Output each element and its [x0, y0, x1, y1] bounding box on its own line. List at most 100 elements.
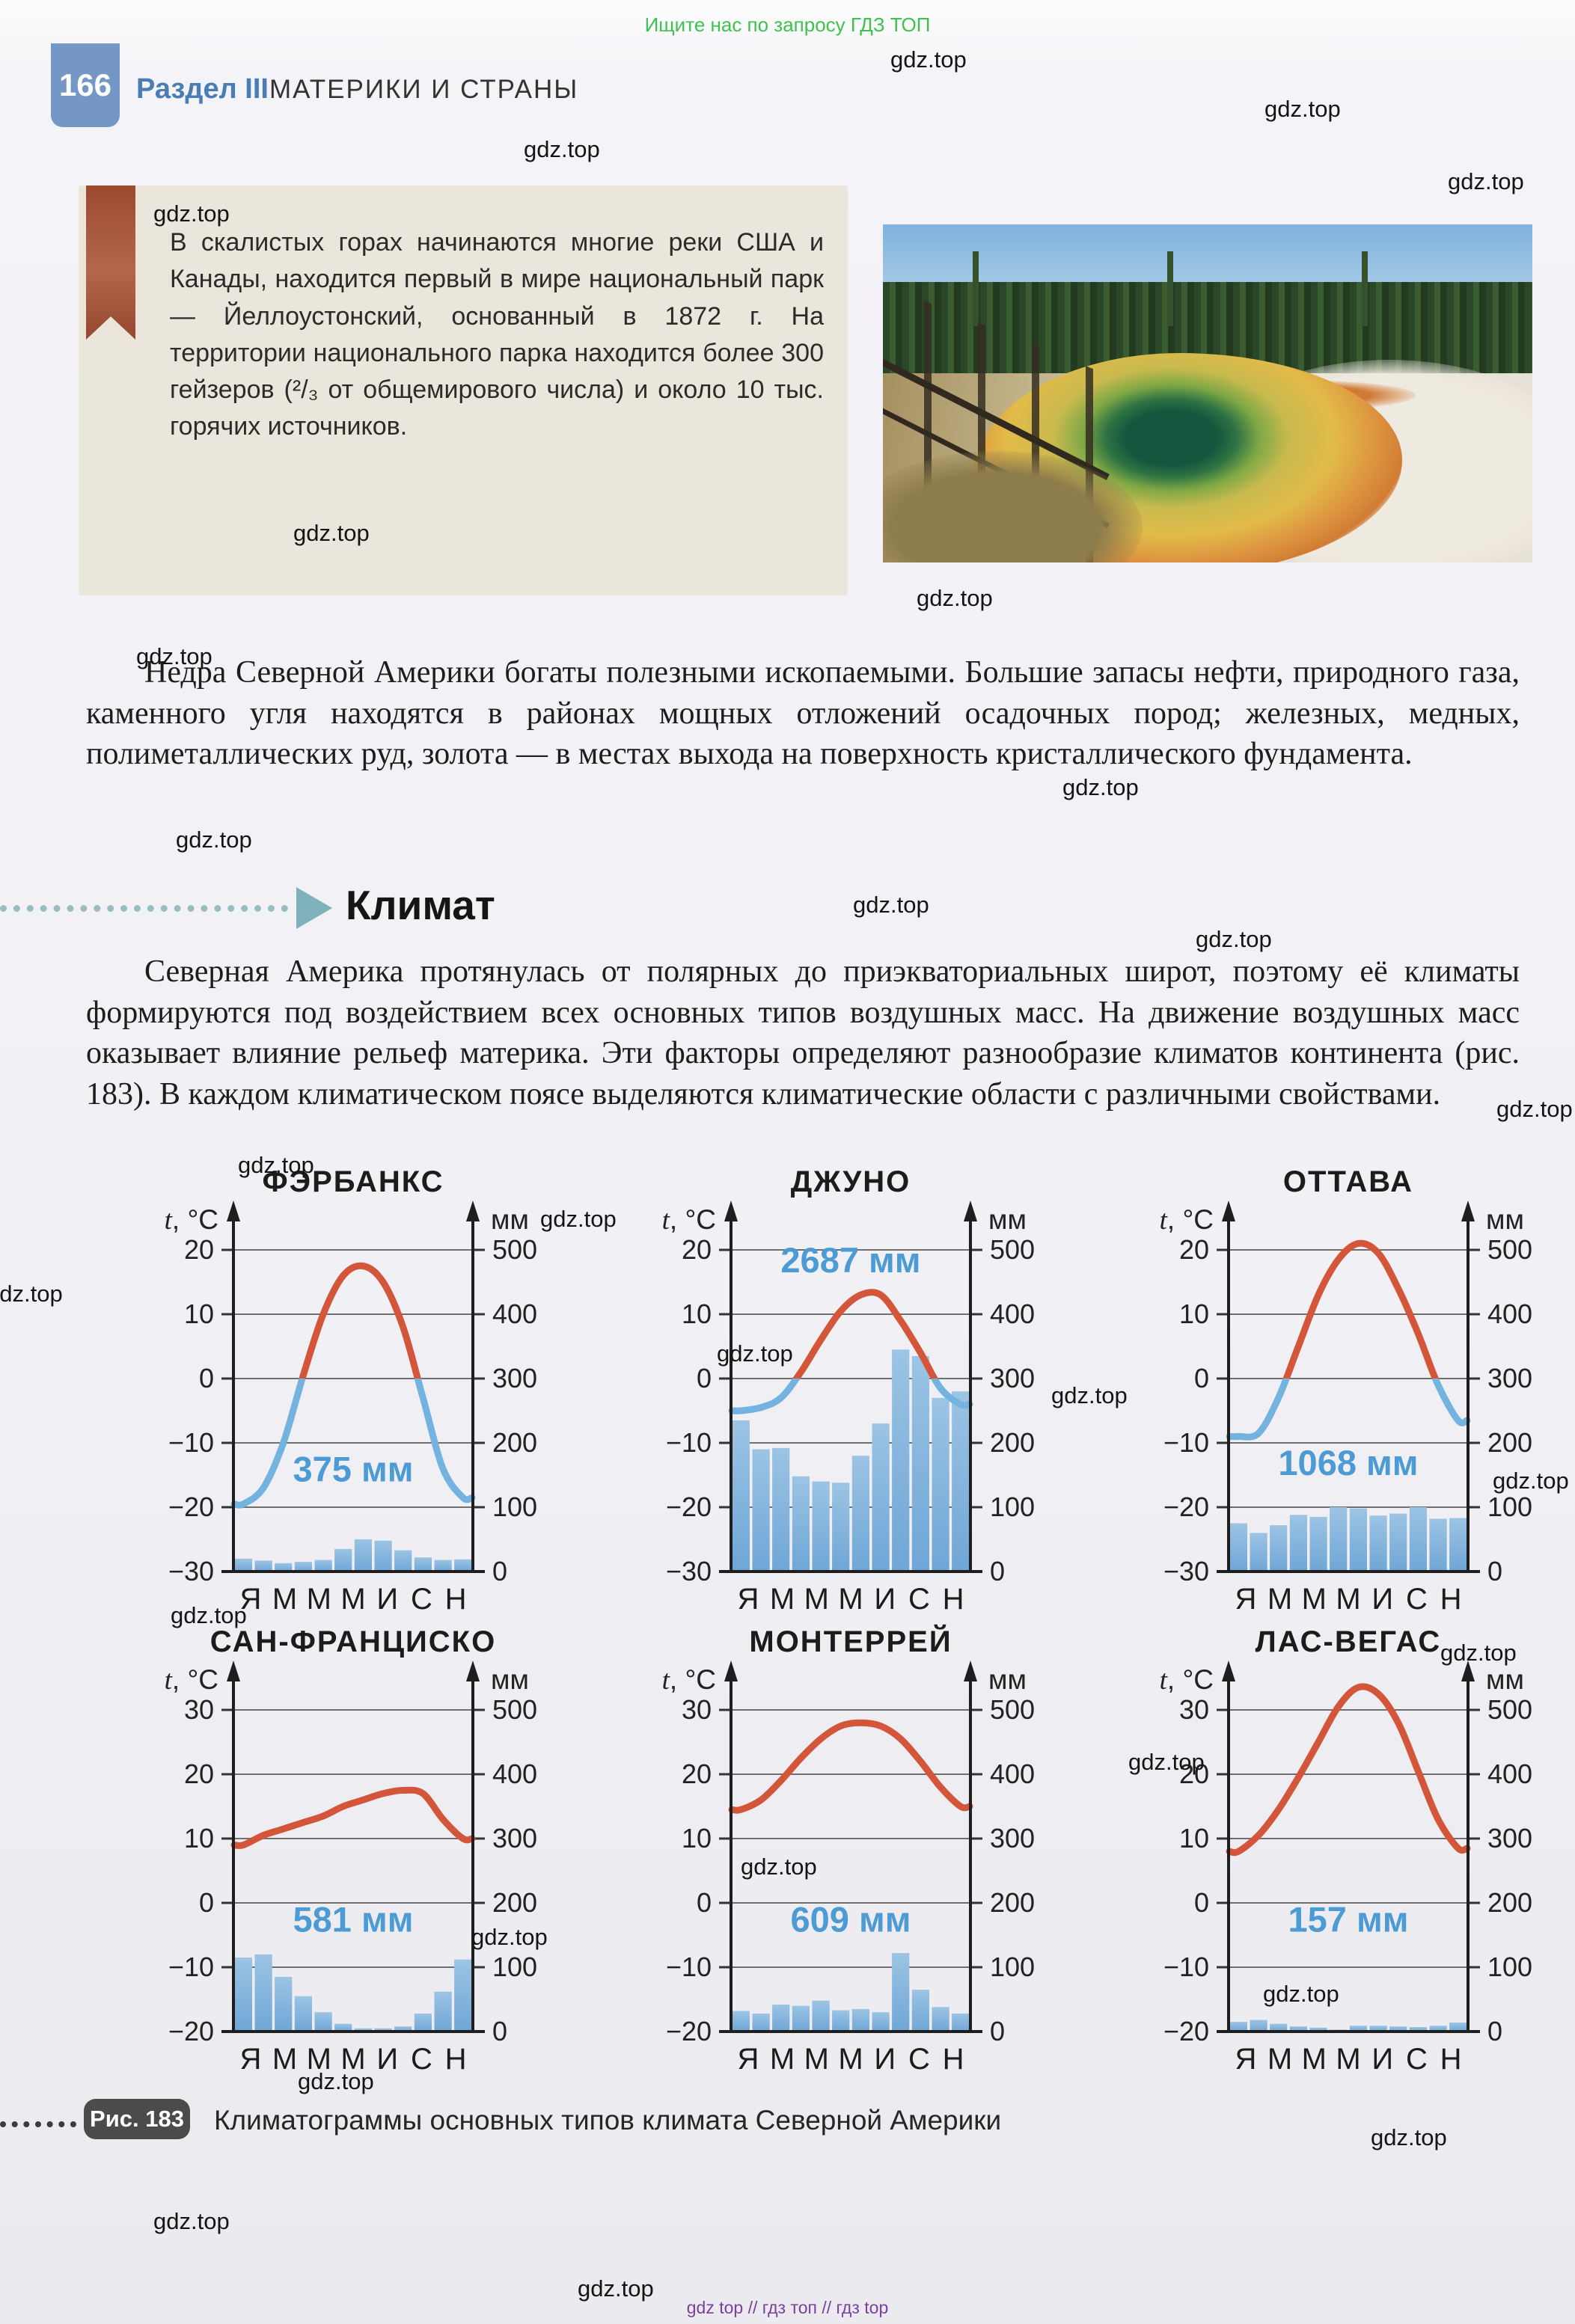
precip-bar [872, 1423, 890, 1572]
watermark: gdz.top [176, 827, 252, 853]
month-label: М [1267, 2043, 1292, 2076]
precip-bar [434, 1560, 452, 1572]
month-label: С [1406, 2043, 1428, 2076]
month-label: Я [737, 2043, 759, 2076]
right-axis-tick: 400 [492, 1759, 537, 1789]
precip-bar [812, 2000, 830, 2032]
total-precip-label: 609 мм [790, 1900, 911, 1940]
temp-curve-below-zero [230, 1379, 476, 1509]
month-label: Н [943, 1583, 964, 1616]
month-label: М [1336, 1583, 1360, 1616]
precip-bar [314, 2012, 332, 2032]
left-axis-tick: 20 [1179, 1759, 1209, 1789]
watermark: gdz.top [1051, 1382, 1128, 1408]
precip-bar [772, 2004, 790, 2032]
dotted-leader-line [0, 905, 288, 912]
left-axis-tick: −10 [168, 1427, 214, 1458]
left-axis-tick: 10 [682, 1299, 712, 1329]
climatogram-svg: САН-ФРАНЦИСКО 30 500 20 400 10 300 0 200 −10 100 −2… [165, 1625, 537, 2076]
watermark: gdz.top [524, 136, 600, 162]
right-axis-tick: 400 [990, 1759, 1035, 1789]
watermark: gdz.top [153, 2208, 230, 2234]
precip-bar [234, 1558, 252, 1572]
climatogram: ФЭРБАНКС 20 500 10 400 0 300 −10 200 −20 100 −30 0 t,… [142, 1162, 542, 1640]
month-label: Я [737, 1583, 759, 1616]
month-label: М [272, 2043, 297, 2076]
precip-bar [1369, 1515, 1387, 1572]
precip-bar [952, 2013, 970, 2032]
left-axis-tick: −30 [666, 1556, 712, 1586]
watermark: gdz.top [540, 1206, 617, 1232]
precip-bar [1330, 1507, 1348, 1572]
right-axis-label: мм [988, 1664, 1027, 1695]
total-precip-label: 581 мм [293, 1900, 413, 1940]
watermark: gdz.top [1371, 2124, 1447, 2150]
climatogram-svg: ФЭРБАНКС 20 500 10 400 0 300 −10 200 −20 100 −30 0 t,… [165, 1165, 537, 1616]
precip-bar [275, 1563, 293, 1572]
left-axis-label: t, °C [662, 1664, 716, 1696]
right-axis-label: мм [988, 1204, 1027, 1235]
right-axis-tick: 100 [990, 1491, 1035, 1522]
climatogram: САН-ФРАНЦИСКО 30 500 20 400 10 300 0 200 −10 100 −2… [142, 1622, 542, 2100]
watermark: gdz.top [298, 2068, 374, 2094]
month-label: Н [1440, 2043, 1462, 2076]
right-axis-tick: 500 [990, 1694, 1035, 1725]
precip-bar [1309, 1516, 1327, 1572]
left-axis-tick: 30 [1179, 1694, 1209, 1725]
right-axis-tick: 400 [1487, 1759, 1532, 1789]
precip-bar [314, 1560, 332, 1572]
watermark: gdz.top [238, 1152, 314, 1178]
precip-bar [334, 1548, 352, 1572]
right-axis-tick: 300 [492, 1363, 537, 1394]
month-label: Я [1235, 1583, 1256, 1616]
month-label: С [908, 1583, 930, 1616]
month-label: М [272, 1583, 297, 1616]
page-number-badge: 166 [51, 43, 120, 127]
left-axis-tick: −10 [168, 1952, 214, 1982]
climatogram: МОНТЕРРЕЙ 30 500 20 400 10 300 0 200 −10 100 −20 0 t,… [640, 1622, 1039, 2100]
right-axis-tick: 400 [990, 1299, 1035, 1329]
left-axis-tick: −20 [1163, 2016, 1209, 2046]
left-axis-tick: 30 [184, 1694, 214, 1725]
watermark: gdz.top [578, 2275, 654, 2302]
right-axis-tick: 200 [1487, 1427, 1532, 1458]
month-label: М [1302, 2043, 1327, 2076]
left-axis-tick: 20 [682, 1759, 712, 1789]
axis-arrow-icon [724, 1201, 738, 1221]
axis-arrow-icon [1222, 1201, 1235, 1221]
climatogram-svg: МОНТЕРРЕЙ 30 500 20 400 10 300 0 200 −10 100 −20 0 t,… [662, 1624, 1035, 2076]
right-axis-tick: 0 [990, 2016, 1005, 2046]
right-axis-tick: 200 [990, 1427, 1035, 1458]
watermark: gdz.top [1440, 1640, 1517, 1666]
climatogram: ЛАС-ВЕГАС 30 500 20 400 10 300 0 200 −10 100 −20 0 t,… [1137, 1622, 1537, 2100]
right-axis-tick: 500 [492, 1234, 537, 1265]
chart-title: САН-ФРАНЦИСКО [210, 1625, 496, 1658]
precip-bar [1429, 2026, 1447, 2032]
left-axis-tick: −10 [666, 1952, 712, 1982]
right-axis-tick: 500 [492, 1694, 537, 1725]
temp-curve-above-zero [1282, 1239, 1440, 1379]
month-label: Н [445, 1583, 467, 1616]
left-axis-tick: 30 [682, 1694, 712, 1725]
watermark: gdz.top [1196, 926, 1272, 952]
watermark: gdz.top [171, 1602, 247, 1628]
chart-title: МОНТЕРРЕЙ [749, 1624, 952, 1658]
axis-arrow-icon [1461, 1661, 1475, 1681]
precip-bar [434, 1991, 452, 2032]
month-label: М [804, 1583, 829, 1616]
precip-bar [414, 1557, 432, 1572]
precip-bar [234, 1957, 252, 2032]
month-label: М [838, 2043, 863, 2076]
temp-curve-above-zero [728, 1719, 973, 1814]
month-label: М [804, 2043, 829, 2076]
month-label: Я [1235, 2043, 1256, 2076]
axis-arrow-icon [227, 1201, 240, 1221]
temp-curve-above-zero [792, 1289, 938, 1379]
section-heading-row: Климат [0, 881, 673, 933]
left-axis-tick: −10 [666, 1427, 712, 1458]
right-axis-label: мм [1486, 1664, 1524, 1695]
precip-bar [832, 2010, 850, 2032]
axis-arrow-icon [466, 1661, 480, 1681]
watermark: gdz.top [1263, 1981, 1339, 2007]
